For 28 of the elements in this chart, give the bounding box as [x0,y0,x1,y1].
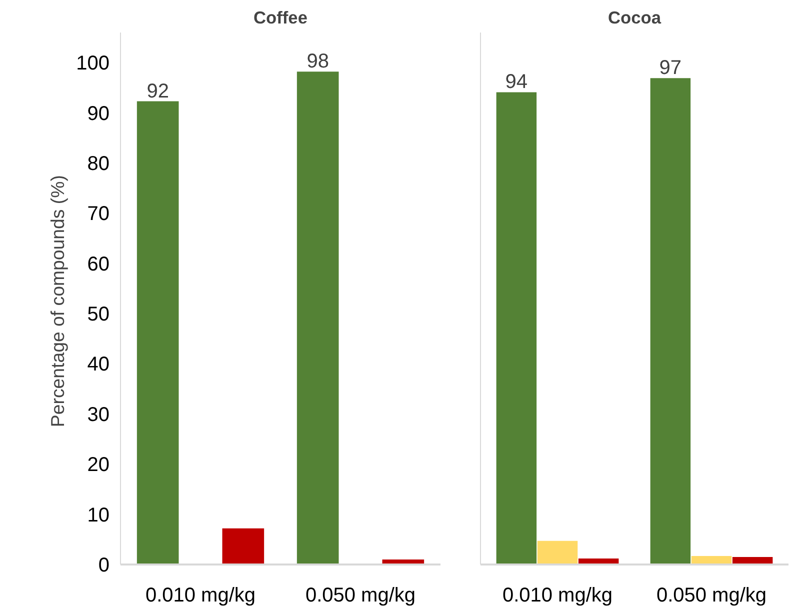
bar [136,101,179,564]
y-tick-label: 40 [87,354,110,376]
data-label: 98 [306,50,329,73]
y-tick-label: 30 [87,404,110,426]
bar [650,78,691,564]
x-tick-label: 0.010 mg/kg [502,584,613,606]
y-tick-label: 100 [76,52,110,75]
y-tick-label: 20 [87,454,110,476]
data-label: 97 [659,57,682,80]
y-tick-label: 60 [87,253,110,276]
data-label: 92 [146,80,169,102]
y-axis-title: Percentage of compounds (%) [47,175,68,428]
bar [296,72,339,564]
bar [496,92,537,564]
y-tick-label: 10 [87,504,110,526]
y-tick-label: 70 [87,203,110,226]
x-tick-label: 0.010 mg/kg [145,584,256,606]
x-tick-label: 0.050 mg/kg [305,584,416,606]
chart-title: Cocoa [608,8,662,28]
chart-title: Coffee [254,8,308,28]
bar [537,540,578,564]
bar [222,528,264,564]
y-tick-label: 0 [98,554,110,576]
y-tick-label: 80 [87,152,110,175]
y-tick-label: 50 [87,304,110,326]
x-tick-label: 0.050 mg/kg [656,584,767,606]
y-tick-label: 90 [87,102,110,125]
data-label: 94 [505,71,528,94]
